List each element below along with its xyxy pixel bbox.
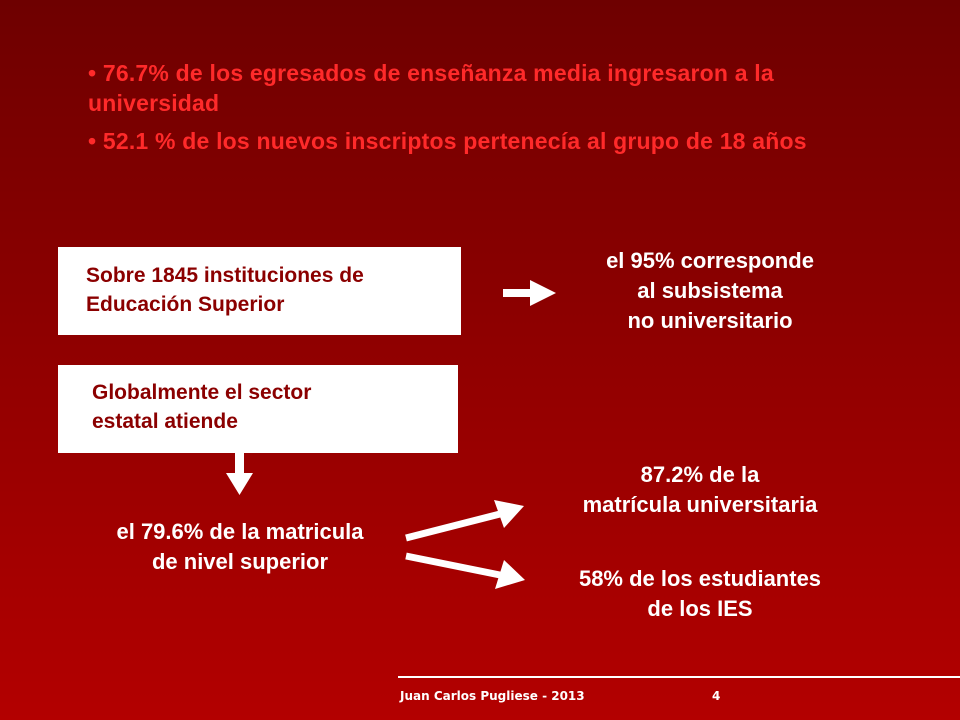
text-matricula-line1: el 79.6% de la matricula <box>116 519 364 544</box>
text-subsistema: el 95% corresponde al subsistema no univ… <box>560 246 860 336</box>
box-instituciones-line1: Sobre 1845 instituciones de <box>86 264 364 287</box>
footer-divider <box>398 676 960 678</box>
text-subsistema-line2: al subsistema <box>637 278 783 303</box>
box-instituciones-line2: Educación Superior <box>86 293 285 316</box>
text-ies-line1: 58% de los estudiantes <box>578 566 822 591</box>
box-sector-estatal-line1: Globalmente el sector <box>92 381 312 404</box>
text-ies-line2: de los IES <box>647 596 753 621</box>
bullet-list: • 76.7% de los egresados de enseñanza me… <box>88 58 848 164</box>
arrow-up-right-icon <box>405 500 524 542</box>
bullet-egresados: • 76.7% de los egresados de enseñanza me… <box>88 60 774 116</box>
arrow-down-right-icon <box>405 552 525 589</box>
text-universitaria: 87.2% de la matrícula universitaria <box>520 460 880 520</box>
bullet-inscriptos: • 52.1 % de los nuevos inscriptos perten… <box>88 128 807 154</box>
arrow-down-icon <box>226 452 253 495</box>
footer-author: Juan Carlos Pugliese - 2013 <box>400 689 585 703</box>
box-sector-estatal: Globalmente el sector estatal atiende <box>58 365 458 453</box>
text-matricula: el 79.6% de la matricula de nivel superi… <box>70 517 410 577</box>
text-matricula-line2: de nivel superior <box>151 549 329 574</box>
text-subsistema-line3: no universitario <box>627 308 793 333</box>
page-number: 4 <box>712 689 721 703</box>
text-subsistema-line1: el 95% corresponde <box>606 248 814 273</box>
text-ies: 58% de los estudiantes de los IES <box>520 564 880 624</box>
box-sector-estatal-line2: estatal atiende <box>92 410 238 433</box>
box-instituciones: Sobre 1845 instituciones de Educación Su… <box>58 247 461 335</box>
arrow-right-icon <box>503 280 556 306</box>
text-universitaria-line2: matrícula universitaria <box>582 492 818 517</box>
text-universitaria-line1: 87.2% de la <box>640 462 760 487</box>
